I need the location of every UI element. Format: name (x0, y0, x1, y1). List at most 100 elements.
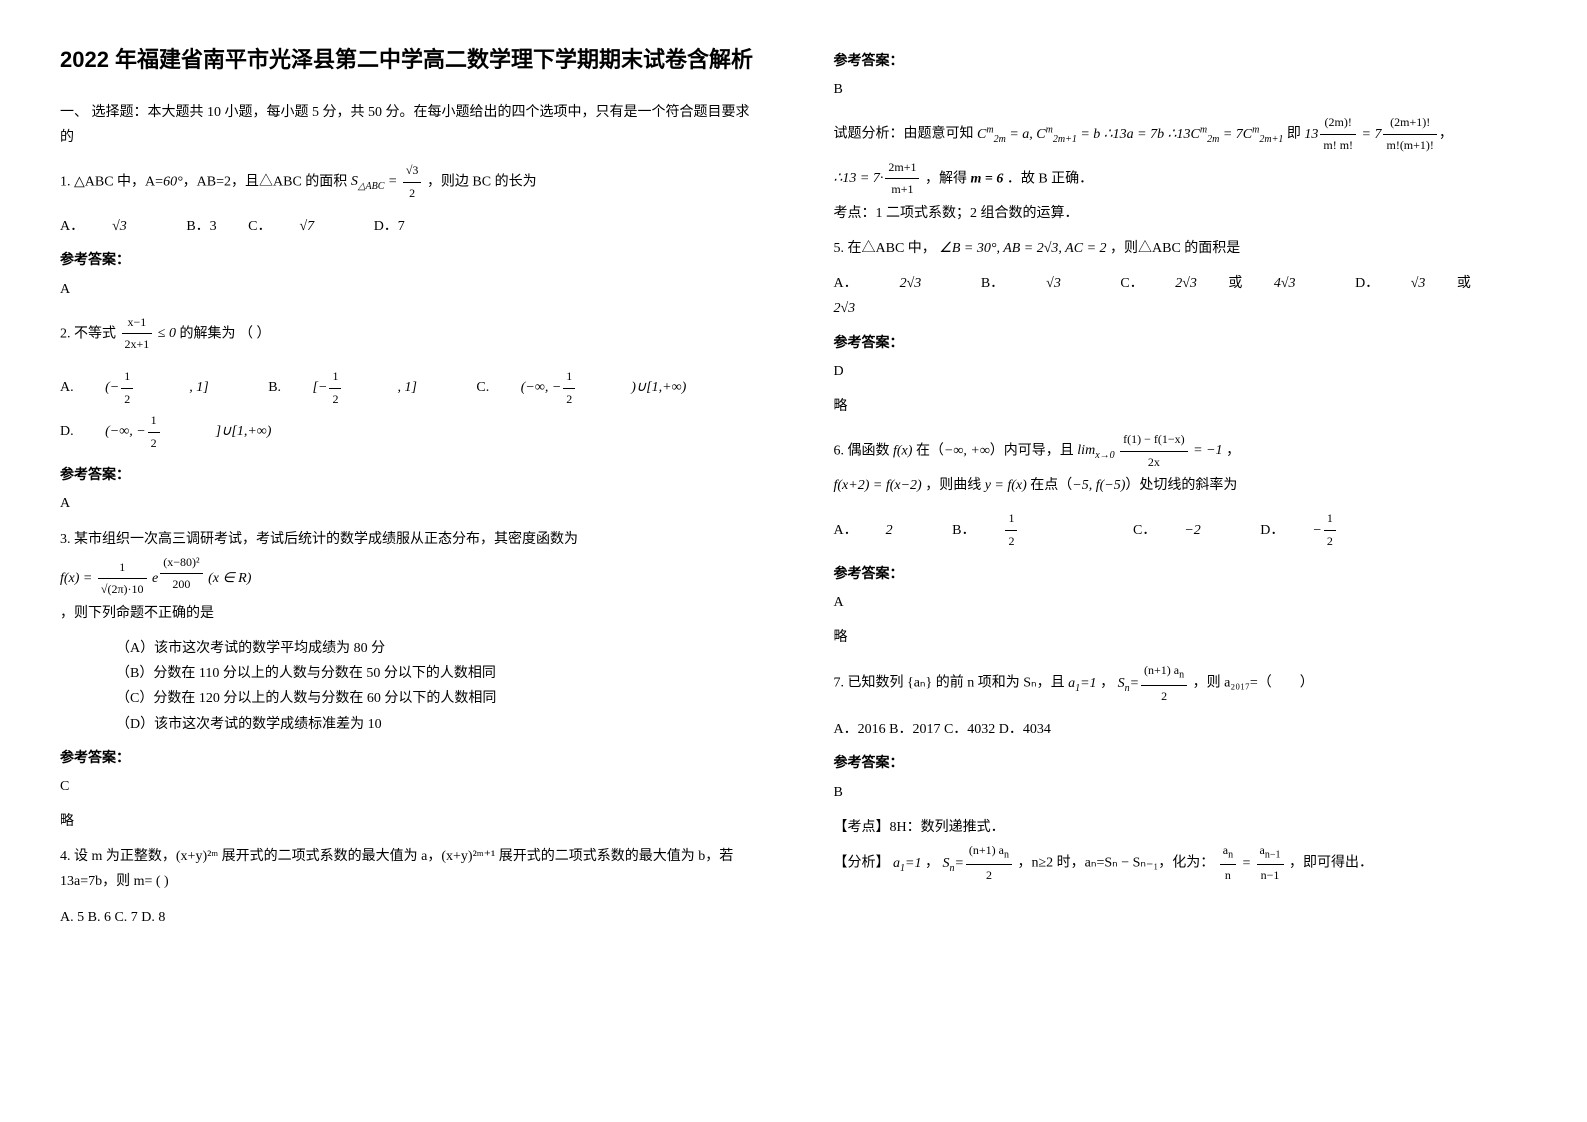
q7-text-a: 7. 已知数列 {aₙ} 的前 n 项和为 Sₙ，且 (834, 676, 1065, 691)
q3-opt-d: （D）该市这次考试的数学成绩标准差为 10 (116, 712, 754, 737)
q5-answer: D (834, 359, 1528, 384)
q6-fx: f(x) (893, 443, 912, 458)
q6-text-f: 在点（ (1030, 478, 1072, 493)
exam-title: 2022 年福建省南平市光泽县第二中学高二数学理下学期期末试卷含解析 (60, 40, 754, 80)
q2-answer: A (60, 491, 754, 516)
q5-opt-c: C． 2√3 或 4√3 (1120, 276, 1323, 291)
q6-opt-b: B．12 (952, 523, 1101, 538)
q4-expl-b: 即 (1287, 127, 1301, 142)
q4-expl-d: ．故 B 正确． (1007, 171, 1093, 186)
q3-answer: C (60, 774, 754, 799)
q7-answer: B (834, 780, 1528, 805)
q4-expl-math1: Cm2m = a, Cm2m+1 = b ∴13a = 7b ∴13Cm2m =… (977, 127, 1283, 142)
q2-text-a: 2. 不等式 (60, 326, 116, 341)
q7-answer-label: 参考答案： (834, 750, 1528, 775)
q7-sn: Sn=(n+1) an2 (1118, 676, 1190, 691)
q6-answer-label: 参考答案： (834, 561, 1528, 586)
q7-topic: 【考点】8H：数列递推式． (834, 815, 1528, 840)
q1-opt-a: A．√3 (60, 219, 155, 234)
question-1: 1. △ABC 中，A=60°，AB=2，且△ABC 的面积 S△ABC = √… (60, 160, 754, 204)
q2-opt-d: D. (−∞, −12]∪[1,+∞) (60, 424, 299, 439)
q3-text: 3. 某市组织一次高三调研考试，考试后统计的数学成绩服从正态分布，其密度函数为 (60, 532, 578, 547)
q7-analysis: 【分析】 a1=1 ， Sn=(n+1) an2 ，n≥2 时，aₙ=Sₙ − … (834, 840, 1528, 887)
q5-opt-b: B． √3 (981, 276, 1089, 291)
q6-text-d: ， (1226, 443, 1240, 458)
q1-text-c: ，则边 BC 的长为 (427, 174, 537, 189)
page: 2022 年福建省南平市光泽县第二中学高二数学理下学期期末试卷含解析 一、 选择… (60, 40, 1527, 936)
q2-answer-label: 参考答案： (60, 462, 754, 487)
q3-tail: ，则下列命题不正确的是 (60, 606, 214, 621)
q4-explanation: 试题分析：由题意可知 Cm2m = a, Cm2m+1 = b ∴13a = 7… (834, 112, 1528, 200)
q2-opt-b: B. [−12, 1] (268, 380, 445, 395)
section-1-heading: 一、 选择题：本大题共 10 小题，每小题 5 分，共 50 分。在每小题给出的… (60, 100, 754, 150)
q5-options: A． 2√3 B． √3 C． 2√3 或 4√3 D． √3 或 2√3 (834, 271, 1528, 321)
q4-expl-math2: 13(2m)!m! m! = 7(2m+1)!m!(m+1)! (1304, 127, 1439, 142)
q6-text-e: ，则曲线 (925, 478, 981, 493)
q7-a1: a1=1 (1068, 676, 1096, 691)
q4-text: 4. 设 m 为正整数，(x+y)²ᵐ 展开式的二项式系数的最大值为 a，(x+… (60, 849, 733, 889)
q3-answer-label: 参考答案： (60, 745, 754, 770)
q7-options: A．2016 B．2017 C．4032 D．4034 (834, 717, 1528, 742)
right-column: 参考答案： B 试题分析：由题意可知 Cm2m = a, Cm2m+1 = b … (834, 40, 1528, 936)
q7-an-a: 【分析】 (834, 856, 890, 871)
q4-expl-c: ，解得 (925, 171, 967, 186)
question-2: 2. 不等式 x−12x+1 ≤ 0 的解集为 （ ） (60, 312, 754, 356)
q6-limit: limx→0 f(1) − f(1−x)2x = −1 (1077, 443, 1222, 458)
q5-text-a: 5. 在△ABC 中， (834, 241, 936, 256)
q4-expl-m: m = 6 (970, 171, 1003, 186)
q5-omit: 略 (834, 394, 1528, 419)
question-5: 5. 在△ABC 中， ∠B = 30°, AB = 2√3, AC = 2 ，… (834, 236, 1528, 261)
q6-answer: A (834, 590, 1528, 615)
q6-text-b: 在（ (916, 443, 944, 458)
q6-text-c: ）内可导，且 (990, 443, 1074, 458)
q4-topic: 考点：1 二项式系数；2 组合数的运算． (834, 201, 1528, 226)
question-3: 3. 某市组织一次高三调研考试，考试后统计的数学成绩服从正态分布，其密度函数为 … (60, 527, 754, 626)
left-column: 2022 年福建省南平市光泽县第二中学高二数学理下学期期末试卷含解析 一、 选择… (60, 40, 754, 936)
q6-period: f(x+2) = f(x−2) (834, 478, 922, 493)
q1-answer: A (60, 277, 754, 302)
q6-text-g: ）处切线的斜率为 (1125, 478, 1237, 493)
q6-opt-d: D．−12 (1260, 523, 1420, 538)
q2-opt-a: A. (−12, 1] (60, 380, 237, 395)
q1-opt-d: D．7 (374, 219, 405, 234)
q6-options: A．2 B．12 C．−2 D．−12 (834, 508, 1528, 552)
q6-opt-a: A．2 (834, 523, 921, 538)
q7-text-c: ，则 a₂₀₁₇=（ ） (1193, 676, 1314, 691)
q2-text-b: 的解集为 （ ） (179, 326, 270, 341)
question-4: 4. 设 m 为正整数，(x+y)²ᵐ 展开式的二项式系数的最大值为 a，(x+… (60, 844, 754, 894)
q5-answer-label: 参考答案： (834, 330, 1528, 355)
q1-opt-c: C．√7 (248, 219, 342, 234)
q6-opt-c: C．−2 (1133, 523, 1229, 538)
q7-an-c: ，n≥2 时，aₙ=Sₙ − Sₙ₋₁，化为： (1018, 856, 1215, 871)
q1-area-formula: S△ABC = √32 (351, 174, 424, 189)
q4-expl-math3: ∴13 = 7·2m+1m+1 (834, 171, 922, 186)
question-7: 7. 已知数列 {aₙ} 的前 n 项和为 Sₙ，且 a1=1 ， Sn=(n+… (834, 660, 1528, 707)
q3-density: f(x) = 1√(2π)·10 e(x−80)²200 (x ∈ R) (60, 552, 754, 601)
question-6: 6. 偶函数 f(x) 在（−∞, +∞）内可导，且 limx→0 f(1) −… (834, 429, 1528, 498)
q1-answer-label: 参考答案： (60, 247, 754, 272)
q4-answer: B (834, 77, 1528, 102)
q3-opt-a: （A）该市这次考试的数学平均成绩为 80 分 (116, 636, 754, 661)
q1-angle: 60° (163, 174, 183, 189)
q6-text-a: 6. 偶函数 (834, 443, 890, 458)
q7-text-b: ， (1100, 676, 1114, 691)
q1-text-b: ，AB=2，且△ABC 的面积 (183, 174, 348, 189)
q2-opt-c: C. (−∞, −12)∪[1,+∞) (476, 380, 714, 395)
q4-answer-label: 参考答案： (834, 48, 1528, 73)
q5-cond: ∠B = 30°, AB = 2√3, AC = 2 (939, 241, 1106, 256)
q5-opt-a: A． 2√3 (834, 276, 950, 291)
q2-options: A. (−12, 1] B. [−12, 1] C. (−∞, −12)∪[1,… (60, 366, 754, 454)
q3-omit: 略 (60, 809, 754, 834)
q3-options: （A）该市这次考试的数学平均成绩为 80 分 （B）分数在 110 分以上的人数… (60, 636, 754, 737)
q5-text-b: ，则△ABC 的面积是 (1110, 241, 1240, 256)
q3-opt-b: （B）分数在 110 分以上的人数与分数在 50 分以下的人数相同 (116, 661, 754, 686)
q7-an-d: ，即可得出． (1289, 856, 1373, 871)
q6-omit: 略 (834, 625, 1528, 650)
q7-an-b: ， (925, 856, 939, 871)
q6-curve: y = f(x) (985, 478, 1027, 493)
q1-text-a: 1. △ABC 中，A= (60, 174, 163, 189)
q2-ineq: x−12x+1 ≤ 0 (120, 326, 176, 341)
q1-options: A．√3 B．3 C．√7 D．7 (60, 214, 754, 239)
q4-options: A. 5 B. 6 C. 7 D. 8 (60, 905, 754, 930)
q4-expl-a: 试题分析：由题意可知 (834, 127, 974, 142)
